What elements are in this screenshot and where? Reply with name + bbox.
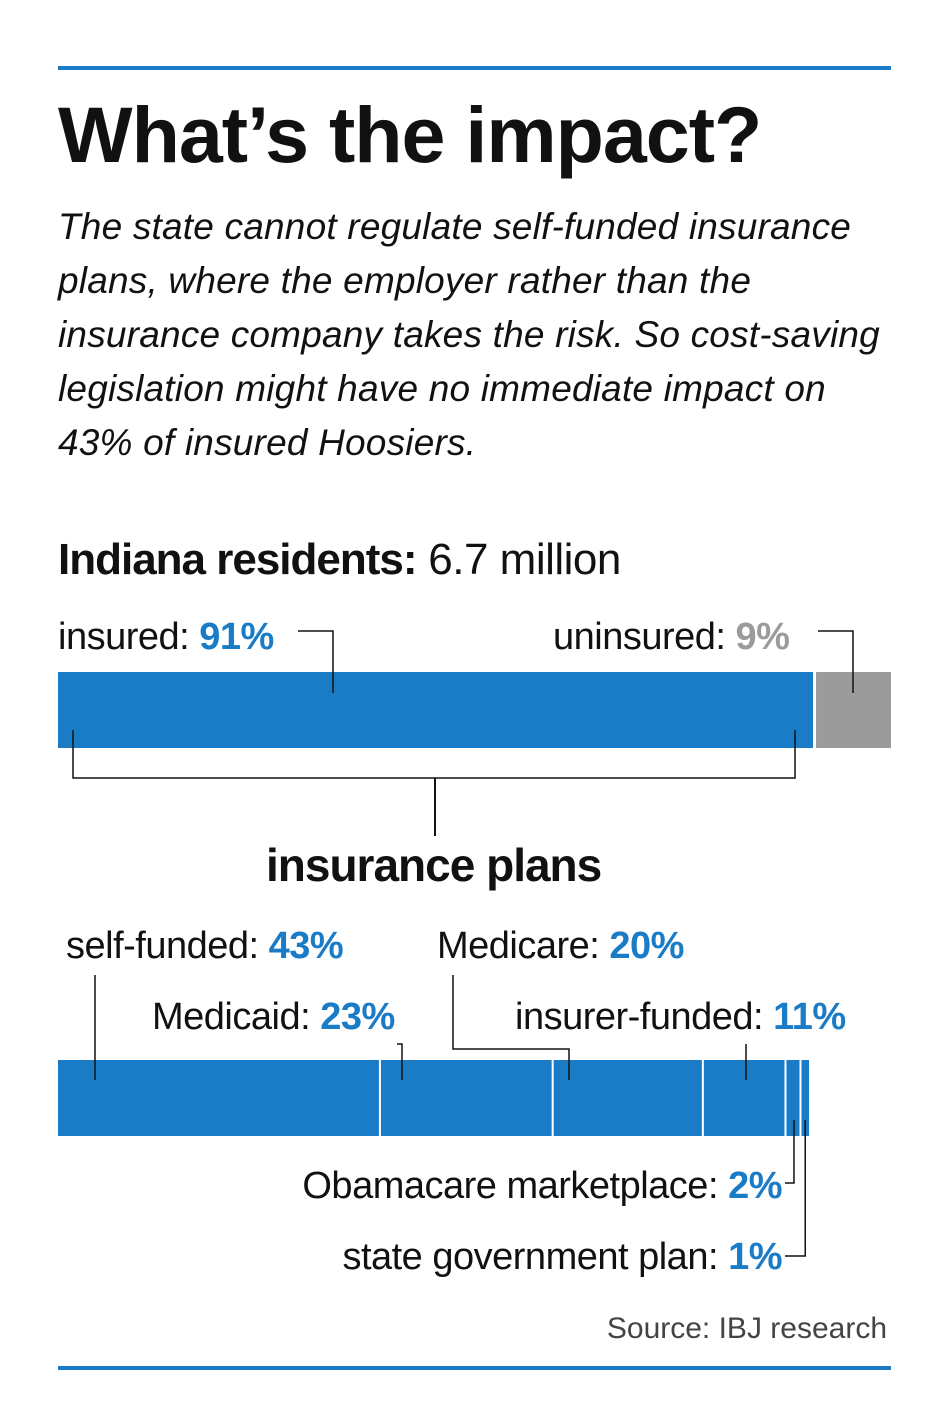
residents-value: 6.7 million	[428, 535, 621, 584]
subtitle: The state cannot regulate self-funded in…	[58, 206, 880, 463]
insured-label: insured:	[58, 616, 190, 658]
plan-segment-medicare	[553, 1060, 702, 1136]
state-plan-value-label: 1%	[728, 1236, 782, 1278]
medicare-label: Medicare:	[437, 925, 600, 967]
insured-leader-line	[298, 630, 334, 693]
state-plan-label-group: state government plan: 1%	[342, 1238, 782, 1276]
plan-segment-medicaid	[380, 1060, 552, 1136]
self-funded-label-group: self-funded: 43%	[66, 925, 344, 967]
insured-value-label: 91%	[199, 616, 274, 658]
medicare-label-group: Medicare: 20%	[437, 927, 684, 965]
insurer-funded-label-group: insurer-funded: 11%	[515, 998, 846, 1036]
plans-heading: insurance plans	[266, 839, 602, 891]
medicare-leader-line	[452, 975, 570, 1080]
medicare-value-label: 20%	[609, 925, 684, 967]
medicaid-label-group: Medicaid: 23%	[152, 998, 395, 1036]
insured-label-group: insured: 91%	[58, 618, 274, 656]
insurer-funded-label: insurer-funded:	[515, 996, 764, 1038]
obamacare-label: Obamacare marketplace:	[302, 1165, 719, 1207]
page-title: What’s the impact?	[58, 90, 762, 179]
insurer-funded-value-label: 11%	[773, 996, 846, 1038]
uninsured-value-label: 9%	[735, 616, 790, 658]
plan-segment-self-funded	[58, 1060, 379, 1136]
bottom-rule	[58, 1366, 891, 1370]
bar-insured-segment	[58, 672, 814, 748]
medicaid-value-label: 23%	[320, 996, 395, 1038]
state-plan-leader-line	[785, 1120, 806, 1257]
medicaid-leader-line	[397, 1043, 403, 1080]
medicaid-label: Medicaid:	[152, 996, 311, 1038]
self-funded-label: self-funded:	[66, 925, 259, 967]
uninsured-leader-line	[818, 630, 854, 693]
source-note: Source: IBJ research	[606, 1312, 887, 1345]
obamacare-value-label: 2%	[728, 1165, 782, 1207]
residents-headline: Indiana residents: 6.7 million	[58, 538, 621, 582]
plan-segment-state-government-plan	[801, 1060, 809, 1136]
state-plan-label: state government plan:	[342, 1236, 719, 1278]
uninsured-label: uninsured:	[553, 616, 726, 658]
top-rule	[58, 66, 891, 70]
obamacare-leader-line	[785, 1120, 795, 1184]
plan-segment-insurer-funded	[703, 1060, 785, 1136]
residents-label: Indiana residents:	[58, 535, 418, 584]
self-funded-value-label: 43%	[268, 925, 344, 967]
plan-segment-obamacare-marketplace	[786, 1060, 800, 1136]
uninsured-label-group: uninsured: 9%	[553, 616, 790, 658]
obamacare-label-group: Obamacare marketplace: 2%	[302, 1167, 782, 1205]
